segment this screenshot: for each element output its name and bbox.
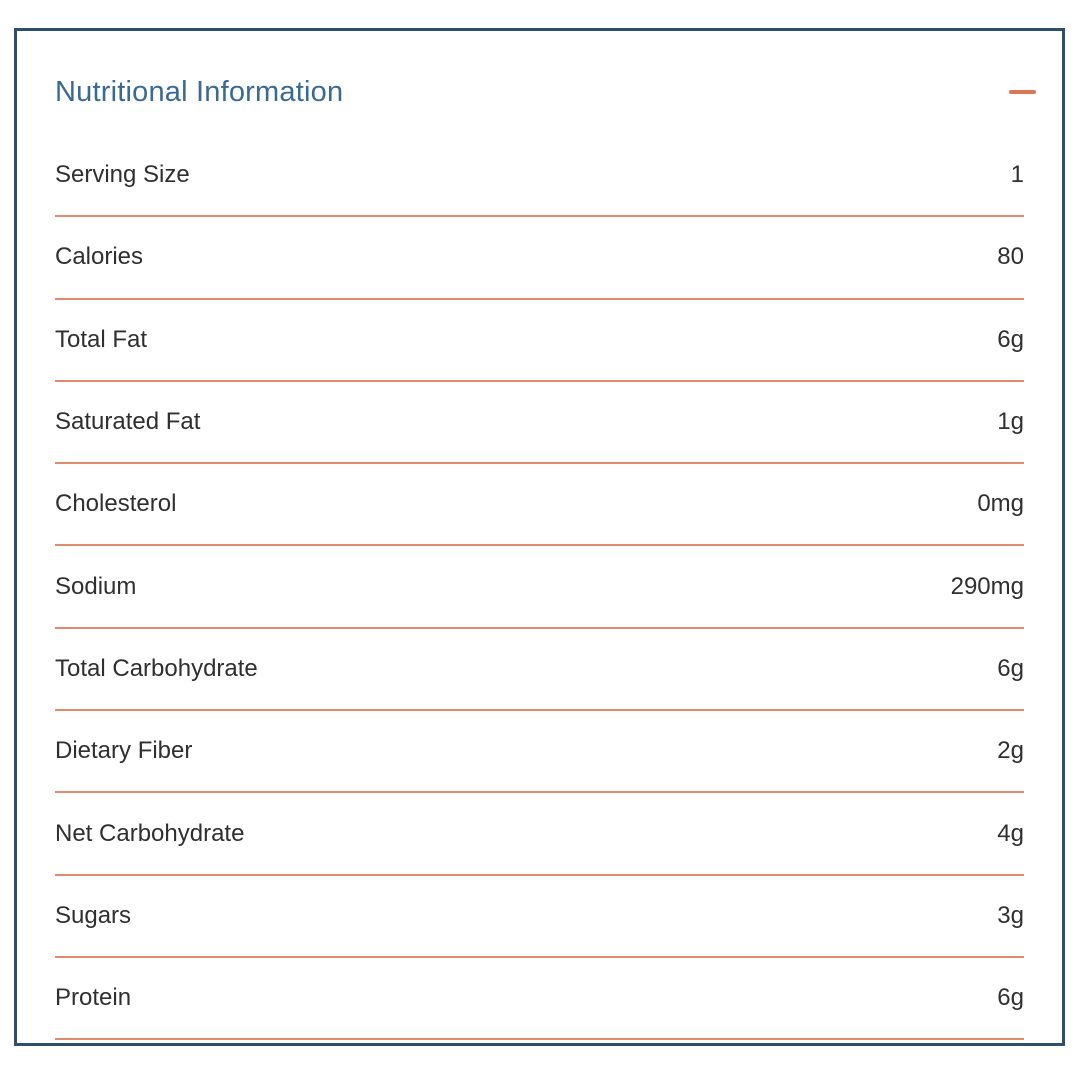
nutrient-label: Cholesterol [55, 490, 177, 518]
nutrient-value: 6g [997, 984, 1024, 1012]
nutrient-label: Total Fat [55, 325, 148, 353]
nutrient-label: Saturated Fat [55, 408, 201, 436]
table-row: Dietary Fiber 2g [55, 711, 1024, 794]
table-row: Sugars 3g [55, 876, 1024, 958]
table-row: Calories 80 [55, 217, 1024, 300]
table-row: Cholesterol 0mg [55, 464, 1024, 547]
nutrient-label: Net Carbohydrate [55, 819, 245, 847]
nutrient-value: 4g [997, 819, 1024, 847]
nutrient-label: Calories [55, 243, 144, 271]
nutrient-value: 80 [997, 243, 1024, 271]
nutrient-value: 1g [997, 408, 1024, 436]
panel-title: Nutritional Information [55, 76, 344, 108]
table-row: Sodium 290mg [55, 546, 1024, 629]
nutrient-value: 6g [997, 654, 1024, 682]
nutrient-value: 6g [997, 325, 1024, 353]
table-row: Net Carbohydrate 4g [55, 793, 1024, 876]
nutrient-label: Serving Size [55, 161, 190, 189]
nutrient-label: Total Carbohydrate [55, 654, 258, 682]
minus-icon[interactable] [1009, 90, 1036, 94]
table-row: Total Fat 6g [55, 300, 1024, 382]
nutritional-information-header[interactable]: Nutritional Information [55, 31, 1036, 135]
nutrient-label: Sugars [55, 901, 132, 929]
nutrient-label: Sodium [55, 572, 137, 600]
nutrient-label: Dietary Fiber [55, 737, 193, 765]
table-row: Protein 6g [55, 958, 1024, 1041]
nutrient-value: 0mg [977, 490, 1024, 518]
nutritional-information-panel: Nutritional Information Serving Size 1 C… [14, 28, 1065, 1046]
nutrient-value: 3g [997, 901, 1024, 929]
table-row: Saturated Fat 1g [55, 382, 1024, 465]
nutrition-table: Serving Size 1 Calories 80 Total Fat 6g … [55, 135, 1024, 1041]
nutrient-value: 290mg [950, 572, 1024, 600]
table-row: Serving Size 1 [55, 135, 1024, 218]
nutrient-value: 1 [1010, 161, 1024, 189]
table-row: Total Carbohydrate 6g [55, 629, 1024, 712]
nutrient-value: 2g [997, 737, 1024, 765]
nutrient-label: Protein [55, 984, 132, 1012]
